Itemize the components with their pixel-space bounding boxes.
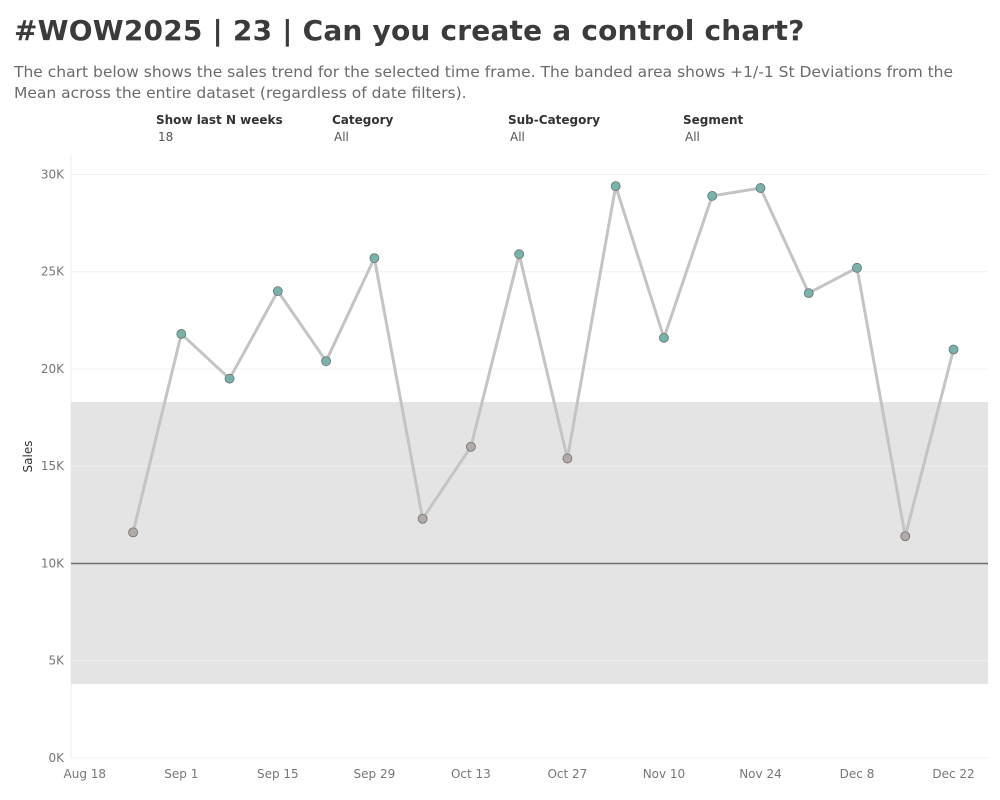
filter-label: Sub-Category <box>508 113 601 127</box>
filter-label: Segment <box>683 113 744 127</box>
sales-line <box>131 184 955 538</box>
y-tick-label: 15K <box>41 459 65 473</box>
x-tick-label: Sep 1 <box>164 767 198 781</box>
x-tick-label: Oct 13 <box>451 767 491 781</box>
data-point <box>272 286 283 297</box>
x-tick-label: Sep 29 <box>354 767 396 781</box>
filter-show-last-n-weeks[interactable]: Show last N weeks 18 <box>156 113 283 144</box>
data-point <box>803 288 814 299</box>
x-tick-label: Oct 27 <box>547 767 587 781</box>
data-point <box>176 329 187 339</box>
data-point <box>465 441 476 452</box>
data-point <box>417 513 428 524</box>
data-point <box>224 373 235 384</box>
data-point <box>369 253 380 263</box>
data-point <box>852 262 862 273</box>
filter-value[interactable]: All <box>334 130 349 144</box>
data-point <box>948 344 959 355</box>
x-tick-label: Aug 18 <box>64 767 107 781</box>
y-tick-label: 5K <box>48 654 65 668</box>
data-point <box>321 356 332 367</box>
y-axis-label: Sales <box>21 441 35 473</box>
y-tick-label: 25K <box>41 265 65 279</box>
filter-label: Category <box>332 113 394 127</box>
filter-segment[interactable]: Segment All <box>683 113 743 144</box>
y-tick-label: 30K <box>41 167 65 181</box>
filter-value[interactable]: All <box>510 130 525 144</box>
data-point <box>659 332 669 343</box>
filter-value[interactable]: All <box>685 130 700 144</box>
y-tick-label: 10K <box>41 556 65 570</box>
std-dev-band <box>71 402 988 685</box>
x-tick-label: Dec 22 <box>932 767 974 781</box>
filter-value[interactable]: 18 <box>158 130 174 144</box>
dashboard-title: #WOW2025 | 23 | Can you create a control… <box>14 14 805 47</box>
data-point <box>707 190 718 201</box>
y-tick-label: 0K <box>48 751 65 765</box>
x-tick-label: Nov 10 <box>643 767 686 781</box>
data-point <box>900 531 911 542</box>
filter-category[interactable]: Category All <box>332 113 393 144</box>
data-point <box>128 527 138 538</box>
filter-sub-category[interactable]: Sub-Category All <box>508 113 600 144</box>
x-tick-label: Sep 15 <box>257 767 299 781</box>
y-tick-label: 20K <box>41 362 65 376</box>
x-tick-label: Dec 8 <box>840 767 875 781</box>
data-point <box>755 183 766 193</box>
data-point <box>514 249 525 260</box>
dashboard-subtitle: The chart below shows the sales trend fo… <box>14 63 954 102</box>
filter-label: Show last N weeks <box>156 113 283 127</box>
x-tick-label: Nov 24 <box>739 767 782 781</box>
data-point <box>610 181 621 192</box>
data-point <box>562 453 573 464</box>
